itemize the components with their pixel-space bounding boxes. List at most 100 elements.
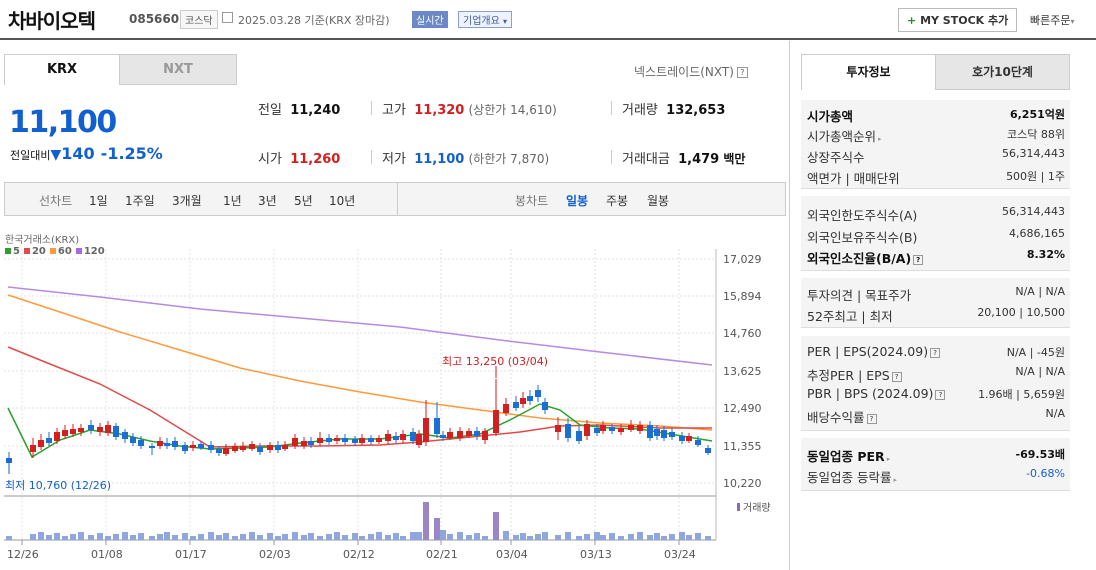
candle-chart-label: 봉차트 — [515, 194, 549, 208]
candle-body — [695, 440, 701, 445]
candle-body — [520, 398, 526, 404]
low-marker-label: 최저 10,760 (12/26) — [5, 479, 111, 492]
help-icon[interactable]: ? — [930, 348, 941, 358]
volume-bar — [423, 502, 429, 540]
volume-bar — [376, 532, 382, 540]
candle-body — [654, 429, 660, 436]
candle-daily[interactable]: 일봉 — [566, 194, 589, 208]
period-1d[interactable]: 1일 — [89, 194, 108, 208]
candle-body — [232, 446, 238, 451]
candle-body — [113, 426, 119, 437]
volume-bar — [223, 533, 229, 540]
volume-bar — [679, 532, 685, 540]
help-icon[interactable]: ? — [736, 67, 748, 78]
volume-bar — [594, 532, 600, 540]
volume-bar — [686, 535, 692, 540]
nextrade-link[interactable]: 넥스트레이드(NXT)? — [634, 63, 748, 80]
volume-bar — [628, 534, 634, 540]
down-arrow-icon: ▼ — [50, 147, 62, 163]
stock-header: 차바이오텍 085660 코스닥 2025.03.28 기준(KRX 장마감) … — [0, 0, 1096, 40]
volume-bar — [138, 533, 144, 540]
volume-bar — [30, 534, 36, 540]
candle-body — [275, 445, 281, 450]
volume-bar — [62, 536, 68, 540]
candle-body — [62, 430, 68, 436]
candle-body — [447, 432, 453, 438]
tab-krx[interactable]: KRX — [4, 54, 120, 85]
period-1w[interactable]: 1주일 — [125, 194, 155, 208]
period-5y[interactable]: 5년 — [294, 194, 313, 208]
volume: 거래량 132,653 — [622, 103, 726, 118]
volume-bar — [503, 531, 509, 540]
candle-body — [600, 425, 606, 431]
volume-bar — [535, 534, 541, 540]
ma120-line — [7, 286, 713, 366]
candle-body — [149, 446, 155, 448]
opinion-group: 투자의견 | 목표주가 N/A | N/A 52주최고 | 최저 20,100 | … — [801, 278, 1070, 328]
period-3y[interactable]: 3년 — [258, 194, 277, 208]
candle-body — [669, 432, 675, 437]
help-icon[interactable]: ? — [891, 372, 902, 382]
realtime-button[interactable]: 실시간 — [412, 11, 448, 28]
tab-invest-info[interactable]: 투자정보 — [801, 54, 936, 90]
candle-body — [38, 440, 44, 447]
help-icon[interactable]: ? — [913, 255, 924, 265]
period-1y[interactable]: 1년 — [223, 194, 242, 208]
x-tick-label: 02/12 — [343, 548, 375, 561]
company-overview-dropdown[interactable]: 기업개요 ▾ — [458, 11, 513, 28]
volume-bar — [157, 534, 163, 540]
volume-bar — [342, 535, 348, 540]
y-tick-label: 14,760 — [723, 327, 762, 340]
stock-name: 차바이오텍 — [8, 9, 96, 33]
volume-bar — [416, 532, 422, 540]
candle-weekly[interactable]: 주봉 — [606, 194, 629, 208]
candle-body — [70, 429, 76, 434]
volume-bar — [249, 532, 255, 540]
candle-body — [334, 438, 340, 441]
candle-body — [97, 427, 103, 432]
candle-body — [410, 432, 416, 441]
volume-bar — [576, 536, 582, 540]
help-icon[interactable]: ? — [866, 414, 877, 424]
quick-order-menu[interactable]: 빠른주문▾ — [1030, 14, 1075, 27]
candle-body — [78, 428, 84, 432]
candle-body — [679, 436, 685, 441]
volume-bar — [440, 530, 446, 540]
volume-bar — [182, 533, 188, 540]
volume-bar — [70, 534, 76, 540]
volume-bar — [326, 534, 332, 540]
volume-bar — [113, 534, 119, 540]
my-stock-add-button[interactable]: + MY STOCK 추가 — [898, 8, 1018, 32]
volume-bar — [447, 534, 453, 540]
y-tick-label: 10,220 — [723, 477, 762, 490]
volume-bar — [97, 533, 103, 540]
volume-bar — [308, 533, 314, 540]
volume-bar — [208, 532, 214, 540]
tab-orderbook[interactable]: 호가10단계 — [935, 54, 1070, 90]
volume-bar — [654, 533, 660, 540]
candle-body — [618, 428, 624, 432]
volume-bar — [164, 532, 170, 540]
volume-bar — [705, 536, 711, 540]
candle-monthly[interactable]: 월봉 — [647, 194, 670, 208]
volume-bar — [385, 535, 391, 540]
foreign-group: 외국인한도주식수(A) 56,314,443 외국인보유주식수(B) 4,686,1… — [801, 196, 1070, 271]
candle-body — [376, 438, 382, 442]
volume-bar — [555, 535, 561, 540]
volume-bar — [105, 536, 111, 540]
candle-body — [352, 439, 358, 443]
volume-bar — [393, 533, 399, 540]
candle-body — [628, 425, 634, 430]
period-3m[interactable]: 3개월 — [172, 194, 202, 208]
candle-body — [565, 424, 571, 438]
trade-amount: 거래대금 1,479 백만 — [622, 152, 746, 167]
candle-body — [182, 445, 188, 451]
day-low: 저가 11,100 (하한가 7,870) — [382, 152, 550, 167]
volume-bar — [520, 533, 526, 540]
period-10y[interactable]: 10년 — [329, 194, 356, 208]
tab-nxt[interactable]: NXT — [119, 54, 237, 85]
candle-body — [661, 430, 667, 438]
volume-bar — [275, 536, 281, 540]
x-tick-label: 03/04 — [496, 548, 528, 561]
help-icon[interactable]: ? — [935, 390, 946, 400]
